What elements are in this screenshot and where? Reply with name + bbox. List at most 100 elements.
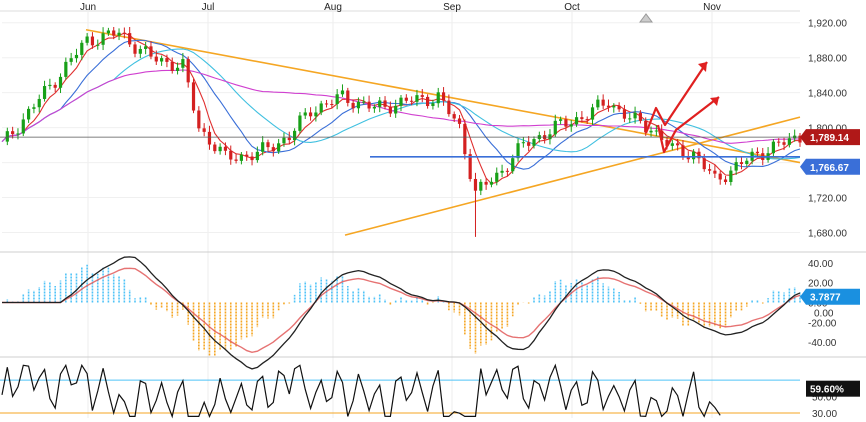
candle-down: [202, 128, 206, 132]
candle-down: [676, 143, 680, 146]
candle-up: [69, 58, 73, 62]
candle-up: [516, 143, 520, 159]
candle-up: [612, 105, 616, 108]
candle-up: [101, 33, 105, 45]
candle-up: [64, 61, 68, 77]
candle-down: [367, 101, 371, 109]
month-label: Oct: [564, 2, 580, 13]
candle-down: [622, 109, 627, 119]
candle-up: [569, 124, 573, 127]
candle-up: [138, 48, 142, 54]
candle-up: [21, 119, 25, 134]
month-label: Jun: [80, 2, 96, 13]
candle-up: [117, 32, 121, 36]
candle-down: [638, 112, 642, 121]
candle-up: [74, 54, 79, 59]
projection-arrows: [644, 61, 720, 154]
macd-line: [2, 256, 801, 370]
candle-up: [37, 98, 41, 108]
candle-down: [644, 120, 648, 133]
candle-up: [27, 108, 31, 120]
price-tick-label: 1,840.00: [808, 89, 847, 100]
candle-up: [729, 170, 733, 183]
support-price-badge: 1,766.67: [810, 163, 849, 174]
candle-down: [383, 100, 387, 107]
candle-down: [330, 104, 334, 106]
macd-tick-label: -20.00: [808, 318, 837, 329]
candle-up: [175, 67, 180, 71]
candle-down: [798, 135, 802, 143]
candle-up: [106, 30, 110, 34]
candle-up: [787, 138, 791, 145]
candle-up: [298, 115, 302, 131]
candle-down: [723, 179, 728, 183]
candle-up: [500, 170, 504, 173]
arrow-head: [698, 62, 707, 72]
candle-up: [319, 103, 323, 113]
candle-down: [447, 100, 451, 115]
candle-down: [346, 90, 350, 103]
trendlines: [85, 28, 801, 236]
candle-up: [574, 117, 579, 125]
candle-up: [277, 143, 281, 152]
candle-up: [16, 133, 20, 135]
candle-down: [681, 145, 685, 158]
month-label: Nov: [703, 2, 721, 13]
scroll-marker-icon: [639, 13, 653, 23]
candle-up: [511, 158, 515, 172]
candle-down: [660, 130, 664, 140]
candle-up: [590, 107, 595, 120]
candle-up: [495, 172, 499, 182]
macd-value-badge-bg: [800, 288, 860, 305]
candle-down: [186, 59, 190, 83]
candle-down: [229, 150, 233, 160]
rsi-value-badge: 59.60%: [810, 385, 844, 396]
candle-down: [457, 118, 462, 124]
candle-up: [293, 130, 297, 141]
price-level-lines: [0, 136, 800, 158]
projection-arrow: [656, 96, 720, 154]
macd-value-badge: 3.7877: [810, 293, 841, 304]
candle-down: [452, 114, 456, 119]
candle-up: [282, 137, 286, 144]
scroll-marker-icon[interactable]: [639, 13, 653, 23]
candle-down: [505, 170, 509, 172]
candle-up: [394, 105, 398, 114]
candle-down: [128, 33, 132, 45]
candle-down: [606, 105, 611, 108]
candle-up: [596, 99, 600, 108]
candle-up: [692, 151, 696, 160]
candle-down: [410, 100, 414, 102]
y-axis-tick-labels: 1,920.001,880.001,840.001,800.001,760.00…: [808, 19, 847, 420]
candle-down: [53, 84, 57, 88]
candle-down: [388, 106, 392, 114]
rsi-line: [1, 363, 721, 419]
candle-up: [96, 44, 100, 46]
candle-down: [665, 139, 669, 146]
candle-up: [314, 112, 318, 117]
candle-down: [90, 36, 95, 46]
value-badges: 1,789.14 1,766.67 3.7877 0.00 59.60%: [800, 129, 860, 397]
candle-up: [415, 95, 419, 102]
candle-down: [755, 151, 760, 154]
rsi-tick-label: 30.00: [812, 409, 837, 420]
candle-up: [670, 143, 674, 146]
candle-up: [399, 97, 403, 106]
candle-down: [133, 44, 137, 54]
candle-up: [654, 130, 658, 132]
current-price-badge-bg: [800, 129, 860, 146]
candle-down: [170, 61, 174, 71]
candle-up: [521, 142, 525, 144]
candle-down: [122, 32, 126, 34]
candle-up: [303, 112, 307, 116]
x-axis-month-labels: Jun Jul Aug Sep Oct Nov: [80, 2, 721, 13]
candle-down: [441, 92, 446, 101]
macd-value-2: 0.00: [814, 308, 834, 319]
macd-signal-line: [2, 267, 801, 354]
candle-down: [266, 142, 270, 148]
macd-tick-label: 40.00: [808, 259, 833, 270]
price-tick-label: 1,920.00: [808, 19, 847, 30]
macd-tick-label: 20.00: [808, 279, 833, 290]
candle-up: [633, 112, 637, 119]
